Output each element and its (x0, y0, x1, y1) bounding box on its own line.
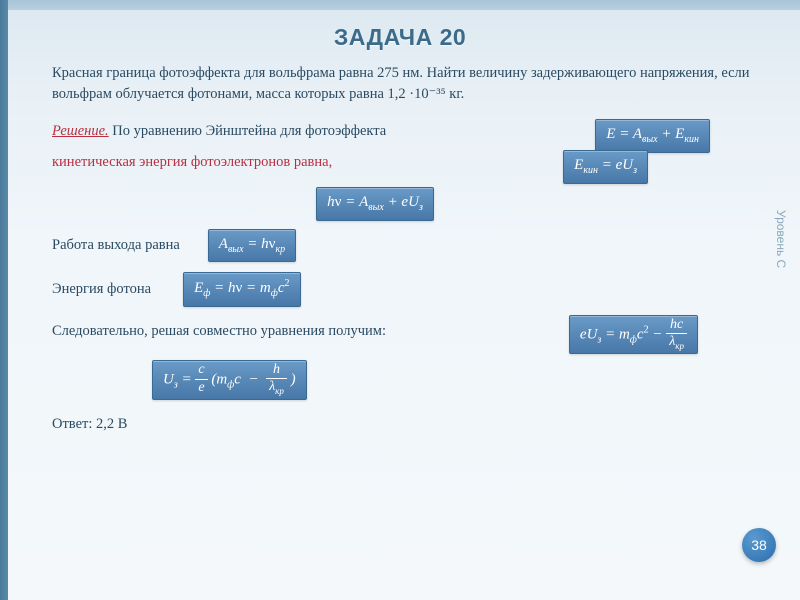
photon-row: Энергия фотона Eф = hν = mфc2 (52, 272, 758, 307)
formula-ekin: Eкин = eUз (563, 150, 648, 184)
content-area: Красная граница фотоэффекта для вольфрам… (0, 63, 800, 435)
kinetic-line: кинетическая энергия фотоэлектронов равн… (52, 152, 758, 173)
top-border (0, 0, 800, 10)
formula-photon: Eф = hν = mфc2 (183, 272, 300, 307)
consequently-row: Следовательно, решая совместно уравнения… (52, 321, 758, 342)
consequently-text: Следовательно, решая совместно уравнения… (52, 321, 386, 342)
answer-text: Ответ: 2,2 В (52, 414, 758, 435)
formula-hv: hν = Aвых + eUз (316, 187, 434, 221)
work-text: Работа выхода равна (52, 235, 180, 256)
photon-text: Энергия фотона (52, 279, 151, 300)
work-row: Работа выхода равна Aвых = hνкр (52, 229, 758, 263)
left-border (0, 0, 8, 600)
hv-row: hν = Aвых + eUз (52, 187, 758, 221)
formula-final: Uз = ce (mфc − hλкр ) (152, 360, 307, 400)
line1-text: По уравнению Эйнштейна для фотоэффекта (109, 123, 387, 139)
solution-label: Решение. (52, 123, 109, 139)
formula-einstein: E = Aвых + Eкин (595, 119, 710, 153)
kinetic-text: кинетическая энергия фотоэлектронов равн… (52, 152, 332, 173)
level-label: Уровень С (774, 210, 788, 268)
final-row: Uз = ce (mфc − hλкр ) (152, 360, 758, 400)
formula-work: Aвых = hνкр (208, 229, 296, 263)
page-number-badge: 38 (742, 528, 776, 562)
formula-eu: eUз = mфc2 − hcλкр (569, 315, 698, 355)
problem-text: Красная граница фотоэффекта для вольфрам… (52, 63, 758, 105)
solution-line-1: Решение. По уравнению Эйнштейна для фото… (52, 121, 758, 142)
